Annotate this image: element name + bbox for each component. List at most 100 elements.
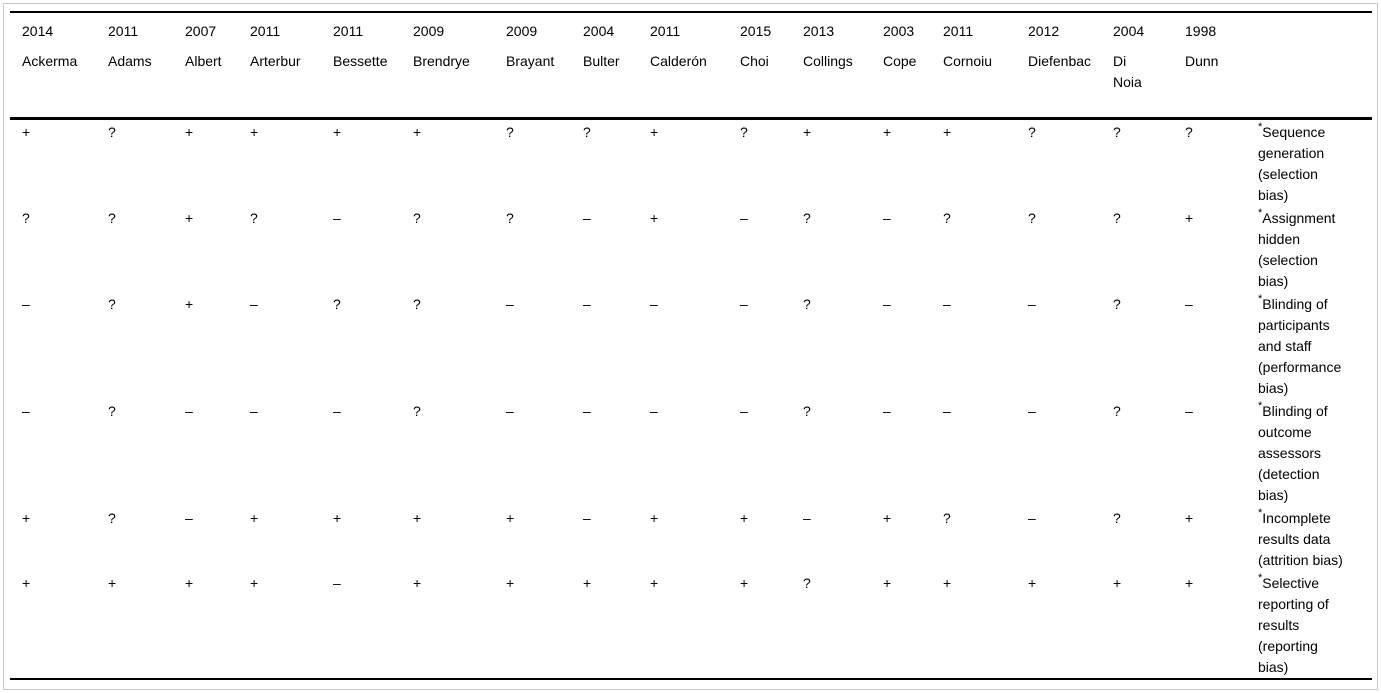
rating-cell: – (740, 296, 748, 312)
study-year: 2013 (803, 23, 835, 39)
study-column-header: 1998 Dunn (1173, 12, 1246, 119)
rating-cell: – (506, 296, 514, 312)
rating-cell: ? (108, 403, 116, 419)
rating-cell: – (250, 403, 258, 419)
rating-cell: – (1028, 403, 1036, 419)
rating-cell: + (883, 124, 892, 140)
study-column-header: 2011 Calderón (638, 12, 728, 119)
rating-cell: + (883, 575, 892, 591)
rating-cell: + (1185, 510, 1194, 526)
rating-cell: ? (108, 124, 116, 140)
row-label-text: Sequence generation (selection bias) (1258, 124, 1326, 203)
rating-cell: ? (943, 510, 951, 526)
rating-cell: ? (108, 510, 116, 526)
rating-cell: + (650, 124, 659, 140)
study-year: 2011 (250, 23, 281, 39)
row-label-cell: *Selective reporting of results (reporti… (1246, 571, 1372, 679)
rating-cell: ? (108, 210, 116, 226)
row-label-cell: *Blinding of outcome assessors (detectio… (1246, 399, 1372, 506)
rating-cell: + (22, 575, 31, 591)
study-name: Bulter (583, 53, 620, 69)
rating-cell: + (1113, 575, 1122, 591)
study-name: Bessette (333, 53, 388, 69)
footnote-marker: * (1258, 207, 1263, 220)
row-label: *Incomplete results data (attrition bias… (1258, 508, 1352, 571)
rating-cell: + (1028, 575, 1037, 591)
row-label-cell: *Blinding of participants and staff (per… (1246, 292, 1372, 399)
study-name: Cope (883, 53, 917, 69)
study-name: Arterbur (250, 53, 301, 69)
study-column-header: 2004 Bulter (571, 12, 638, 119)
row-label-text: Incomplete results data (attrition bias) (1258, 510, 1343, 568)
study-year: 2009 (413, 23, 445, 39)
footnote-marker: * (1258, 293, 1263, 306)
study-column-header: 2011 Arterbur (238, 12, 321, 119)
rating-cell: ? (1185, 124, 1193, 140)
study-year: 2009 (506, 23, 538, 39)
rating-cell: + (333, 510, 342, 526)
rating-cell: + (185, 296, 194, 312)
page-frame: 2014 Ackerma 2011 Adams 2007 Albert 2011 Arterb… (3, 3, 1378, 690)
footnote-marker: * (1258, 572, 1263, 585)
study-year: 2011 (333, 23, 364, 39)
rating-cell: – (803, 510, 811, 526)
rating-cell: + (506, 510, 515, 526)
study-name: Cornoiu (943, 53, 993, 69)
bias-domain-row: + + + + – + + + + +? + + + + + *Selective reporting of … (10, 571, 1372, 679)
rating-cell: + (22, 510, 31, 526)
study-column-header: 2013 Collings (791, 12, 871, 119)
rating-cell: ? (413, 296, 421, 312)
row-label-cell: *Assignment hidden (selection bias) (1246, 206, 1372, 292)
study-name: Ackerma (22, 53, 78, 69)
rating-cell: – (333, 210, 341, 226)
rating-cell: + (650, 510, 659, 526)
rating-cell: – (333, 403, 341, 419)
rating-cell: – (883, 210, 891, 226)
row-label-text: Blinding of participants and staff (perf… (1258, 296, 1342, 396)
rating-cell: + (740, 575, 749, 591)
study-name: Adams (108, 53, 152, 69)
study-year: 2007 (185, 23, 217, 39)
rating-cell: + (250, 510, 259, 526)
rating-cell: ? (333, 296, 341, 312)
rating-cell: – (883, 403, 891, 419)
rating-cell: – (22, 296, 30, 312)
study-column-header: 2011 Adams (96, 12, 173, 119)
rating-cell: – (943, 403, 951, 419)
rating-cell: + (108, 575, 117, 591)
study-name: Diefenbac (1028, 53, 1092, 69)
rating-cell: ? (803, 575, 811, 591)
rating-cell: – (185, 403, 193, 419)
bias-domain-row: –? + –?? – – – –? – – –? – *Blinding of participant… (10, 292, 1372, 399)
study-column-header: 2012 Diefenbac (1016, 12, 1101, 119)
study-year: 2015 (740, 23, 772, 39)
rating-cell: – (185, 510, 193, 526)
study-year: 1998 (1185, 23, 1217, 39)
rating-cell: + (1185, 575, 1194, 591)
study-year: 2011 (650, 23, 681, 39)
rating-cell: + (413, 510, 422, 526)
rating-cell: – (583, 510, 591, 526)
study-name: Dunn (1185, 53, 1219, 69)
row-label-cell: *Incomplete results data (attrition bias… (1246, 506, 1372, 571)
study-year: 2012 (1028, 23, 1060, 39)
rating-cell: + (506, 575, 515, 591)
bias-domain-row: +? – + + + + – + + – +? –? + *Incomplete results data… (10, 506, 1372, 571)
rating-cell: – (250, 296, 258, 312)
row-label-text: Selective reporting of results (reportin… (1258, 575, 1329, 675)
rating-cell: ? (1113, 210, 1121, 226)
study-name: Choi (740, 53, 769, 69)
rating-cell: + (650, 575, 659, 591)
footnote-marker: * (1258, 400, 1263, 413)
study-column-header: 2003 Cope (871, 12, 931, 119)
rating-cell: ? (1113, 403, 1121, 419)
study-column-header: 2011 Cornoiu (931, 12, 1016, 119)
rating-cell: – (583, 210, 591, 226)
table-body: +? + + + +?? +? + + +??? * Sequence generation (se… (10, 119, 1372, 680)
header-row: 2014 Ackerma 2011 Adams 2007 Albert 2011 Arterb… (10, 12, 1372, 119)
study-column-header: 2011 Bessette (321, 12, 401, 119)
rating-cell: ? (250, 210, 258, 226)
rating-cell: ? (413, 210, 421, 226)
rating-cell: – (740, 210, 748, 226)
rating-cell: ? (1028, 124, 1036, 140)
